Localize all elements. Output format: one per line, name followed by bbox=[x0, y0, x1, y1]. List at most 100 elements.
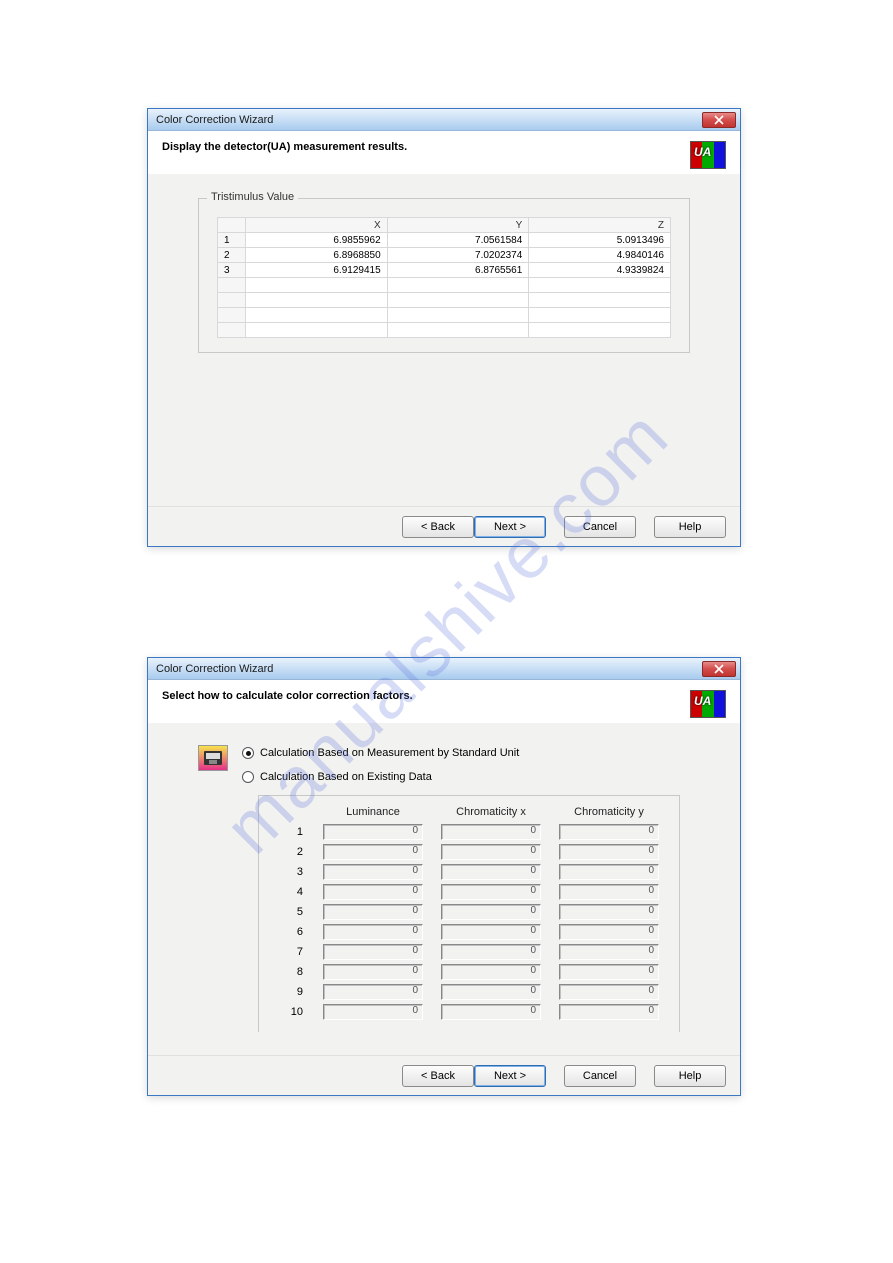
chromy-field[interactable]: 0 bbox=[559, 984, 659, 1000]
chromy-field[interactable]: 0 bbox=[559, 1004, 659, 1020]
cell-y: 7.0202374 bbox=[387, 248, 529, 263]
tristimulus-group: Tristimulus Value X Y Z 16.98559627.0561… bbox=[198, 198, 690, 353]
luminance-field[interactable]: 0 bbox=[323, 844, 423, 860]
cell-z: 4.9840146 bbox=[529, 248, 671, 263]
luminance-field[interactable]: 0 bbox=[323, 824, 423, 840]
cell-x: 6.8968850 bbox=[246, 248, 388, 263]
group-label: Tristimulus Value bbox=[207, 191, 298, 203]
col-luminance: Luminance bbox=[323, 806, 423, 818]
wizard-body: Calculation Based on Measurement by Stan… bbox=[148, 723, 740, 1055]
chromy-field[interactable]: 0 bbox=[559, 824, 659, 840]
chromy-field[interactable]: 0 bbox=[559, 844, 659, 860]
cell-y: 6.8765561 bbox=[387, 263, 529, 278]
luminance-field[interactable]: 0 bbox=[323, 864, 423, 880]
chromx-field[interactable]: 0 bbox=[441, 1004, 541, 1020]
chromx-field[interactable]: 0 bbox=[441, 864, 541, 880]
wizard-dialog-results: Color Correction Wizard Display the dete… bbox=[147, 108, 741, 547]
cancel-button[interactable]: Cancel bbox=[564, 516, 636, 538]
row-number: 9 bbox=[279, 986, 305, 998]
radio-label: Calculation Based on Existing Data bbox=[260, 771, 432, 783]
data-row: 6000 bbox=[279, 922, 659, 942]
help-button[interactable]: Help bbox=[654, 516, 726, 538]
chromy-field[interactable]: 0 bbox=[559, 904, 659, 920]
chromx-field[interactable]: 0 bbox=[441, 844, 541, 860]
data-row: 2000 bbox=[279, 842, 659, 862]
chromx-field[interactable]: 0 bbox=[441, 984, 541, 1000]
titlebar[interactable]: Color Correction Wizard bbox=[148, 658, 740, 680]
close-icon bbox=[714, 115, 724, 125]
header-text: Select how to calculate color correction… bbox=[162, 690, 690, 702]
row-number: 7 bbox=[279, 946, 305, 958]
back-button[interactable]: < Back bbox=[402, 516, 474, 538]
col-chromy: Chromaticity y bbox=[559, 806, 659, 818]
chromx-field[interactable]: 0 bbox=[441, 924, 541, 940]
chromy-field[interactable]: 0 bbox=[559, 964, 659, 980]
cell-z: 5.0913496 bbox=[529, 233, 671, 248]
col-chromx: Chromaticity x bbox=[441, 806, 541, 818]
row-number: 3 bbox=[218, 263, 246, 278]
wizard-dialog-calc: Color Correction Wizard Select how to ca… bbox=[147, 657, 741, 1096]
row-number: 8 bbox=[279, 966, 305, 978]
header-text: Display the detector(UA) measurement res… bbox=[162, 141, 690, 153]
titlebar[interactable]: Color Correction Wizard bbox=[148, 109, 740, 131]
col-z: Z bbox=[529, 218, 671, 233]
table-row: 26.89688507.02023744.9840146 bbox=[218, 248, 671, 263]
chromx-field[interactable]: 0 bbox=[441, 944, 541, 960]
table-corner bbox=[218, 218, 246, 233]
table-row-empty bbox=[218, 278, 671, 293]
luminance-field[interactable]: 0 bbox=[323, 924, 423, 940]
help-button[interactable]: Help bbox=[654, 1065, 726, 1087]
row-number: 2 bbox=[279, 846, 305, 858]
luminance-field[interactable]: 0 bbox=[323, 964, 423, 980]
luminance-field[interactable]: 0 bbox=[323, 904, 423, 920]
cell-x: 6.9855962 bbox=[246, 233, 388, 248]
data-row: 9 0 0 0 bbox=[279, 982, 659, 1002]
table-row: 36.91294156.87655614.9339824 bbox=[218, 263, 671, 278]
ua-logo-icon: UA bbox=[690, 690, 726, 718]
data-row: 3 0 0 0 bbox=[279, 862, 659, 882]
chromx-field[interactable]: 0 bbox=[441, 824, 541, 840]
table-row-empty bbox=[218, 323, 671, 338]
radio-existing-data[interactable]: Calculation Based on Existing Data bbox=[242, 771, 519, 783]
window-title: Color Correction Wizard bbox=[156, 663, 702, 675]
chromy-field[interactable]: 0 bbox=[559, 864, 659, 880]
radio-standard-unit[interactable]: Calculation Based on Measurement by Stan… bbox=[242, 747, 519, 759]
col-x: X bbox=[246, 218, 388, 233]
chromy-field[interactable]: 0 bbox=[559, 944, 659, 960]
table-row-empty bbox=[218, 308, 671, 323]
row-number: 3 bbox=[279, 866, 305, 878]
row-number: 4 bbox=[279, 886, 305, 898]
row-number: 2 bbox=[218, 248, 246, 263]
data-row: 4 0 0 0 bbox=[279, 882, 659, 902]
chromx-field[interactable]: 0 bbox=[441, 964, 541, 980]
cancel-button[interactable]: Cancel bbox=[564, 1065, 636, 1087]
luminance-field[interactable]: 0 bbox=[323, 944, 423, 960]
luminance-field[interactable]: 0 bbox=[323, 1004, 423, 1020]
chromy-field[interactable]: 0 bbox=[559, 884, 659, 900]
row-number: 1 bbox=[279, 826, 305, 838]
row-number: 5 bbox=[279, 906, 305, 918]
button-row: < Back Next > Cancel Help bbox=[148, 1055, 740, 1095]
chromy-field[interactable]: 0 bbox=[559, 924, 659, 940]
close-button[interactable] bbox=[702, 661, 736, 677]
table-row: 16.98559627.05615845.0913496 bbox=[218, 233, 671, 248]
chromx-field[interactable]: 0 bbox=[441, 904, 541, 920]
next-button[interactable]: Next > bbox=[474, 516, 546, 538]
next-button[interactable]: Next > bbox=[474, 1065, 546, 1087]
calc-method-group: Calculation Based on Measurement by Stan… bbox=[242, 745, 519, 783]
back-button[interactable]: < Back bbox=[402, 1065, 474, 1087]
save-disk-icon bbox=[198, 745, 228, 771]
luminance-field[interactable]: 0 bbox=[323, 984, 423, 1000]
cell-y: 7.0561584 bbox=[387, 233, 529, 248]
close-button[interactable] bbox=[702, 112, 736, 128]
table-row-empty bbox=[218, 293, 671, 308]
radio-label: Calculation Based on Measurement by Stan… bbox=[260, 747, 519, 759]
tristimulus-table: X Y Z 16.98559627.05615845.091349626.896… bbox=[217, 217, 671, 338]
cell-z: 4.9339824 bbox=[529, 263, 671, 278]
row-number: 1 bbox=[218, 233, 246, 248]
chromx-field[interactable]: 0 bbox=[441, 884, 541, 900]
luminance-field[interactable]: 0 bbox=[323, 884, 423, 900]
data-row: 8 0 0 0 bbox=[279, 962, 659, 982]
close-icon bbox=[714, 664, 724, 674]
wizard-body: Tristimulus Value X Y Z 16.98559627.0561… bbox=[148, 174, 740, 506]
